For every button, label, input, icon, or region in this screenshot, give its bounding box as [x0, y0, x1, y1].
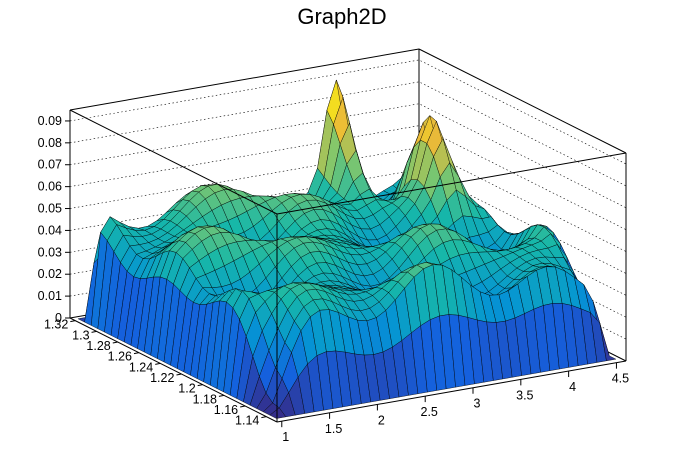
gridline-5 [69, 147, 627, 252]
y-tick-label: 1.28 [86, 339, 110, 353]
y-tick-5 [155, 362, 161, 365]
y-tick-label: 1.16 [214, 403, 238, 417]
y-tick-label: 1.22 [150, 371, 174, 385]
z-tick-label: 0.02 [38, 267, 62, 281]
gridline-7 [69, 103, 627, 209]
y-tick-label: 1.18 [193, 392, 217, 406]
gridline-8 [69, 81, 627, 187]
y-tick-9 [70, 320, 76, 323]
y-tick-label: 1.32 [44, 318, 68, 332]
z-axis: 0 0.01 0.02 0.03 0.04 0.05 0.06 0.07 0.08 0.09 [38, 114, 70, 325]
y-tick-7 [112, 341, 118, 344]
y-tick-label: 1.24 [129, 360, 153, 374]
x-tick-label: 1 [282, 430, 289, 444]
axis-box-front [69, 109, 627, 423]
y-tick-label: 1.3 [72, 328, 89, 342]
y-tick-8 [91, 330, 97, 333]
x-tick-label: 2 [378, 413, 385, 427]
y-tick-label: 1.26 [108, 350, 132, 364]
y-tick-4 [176, 373, 182, 376]
x-tick-label: 1.5 [325, 422, 342, 436]
y-tick-6 [133, 352, 140, 355]
y-tick-0 [261, 416, 267, 419]
gridline-9 [69, 59, 627, 165]
y-tick-1 [240, 405, 246, 408]
y-tick-label: 1.2 [178, 382, 195, 396]
y-tick-label: 1.14 [235, 414, 259, 428]
x-tick-label: 2.5 [421, 405, 438, 419]
x-tick-label: 3 [474, 397, 481, 411]
z-tick-label: 0.06 [38, 180, 62, 194]
z-tick-label: 0 [55, 311, 62, 325]
z-tick-label: 0.08 [38, 136, 62, 150]
x-tick-label: 3.5 [516, 388, 533, 402]
z-tick-label: 0.01 [38, 289, 62, 303]
y-tick-2 [218, 394, 225, 397]
surface-cell [599, 323, 617, 362]
z-tick-label: 0.09 [38, 114, 62, 128]
y-axis: 1.141.161.181.2 1.221.241.261.281.3 1.32 [44, 318, 267, 428]
x-tick-label: 4 [569, 380, 576, 394]
x-tick-label: 4.5 [612, 372, 629, 386]
z-tick-label: 0.07 [38, 158, 62, 172]
z-tick-label: 0.05 [38, 202, 62, 216]
surface-plot [77, 79, 617, 419]
y-tick-3 [197, 384, 203, 387]
z-tick-label: 0.04 [38, 223, 62, 237]
x-axis: 1 1.5 2 2.5 3 3.5 4 4.5 [281, 362, 629, 444]
z-tick-label: 0.03 [38, 245, 62, 259]
chart-title: Graph2D [297, 4, 386, 29]
gridline-6 [69, 125, 627, 230]
